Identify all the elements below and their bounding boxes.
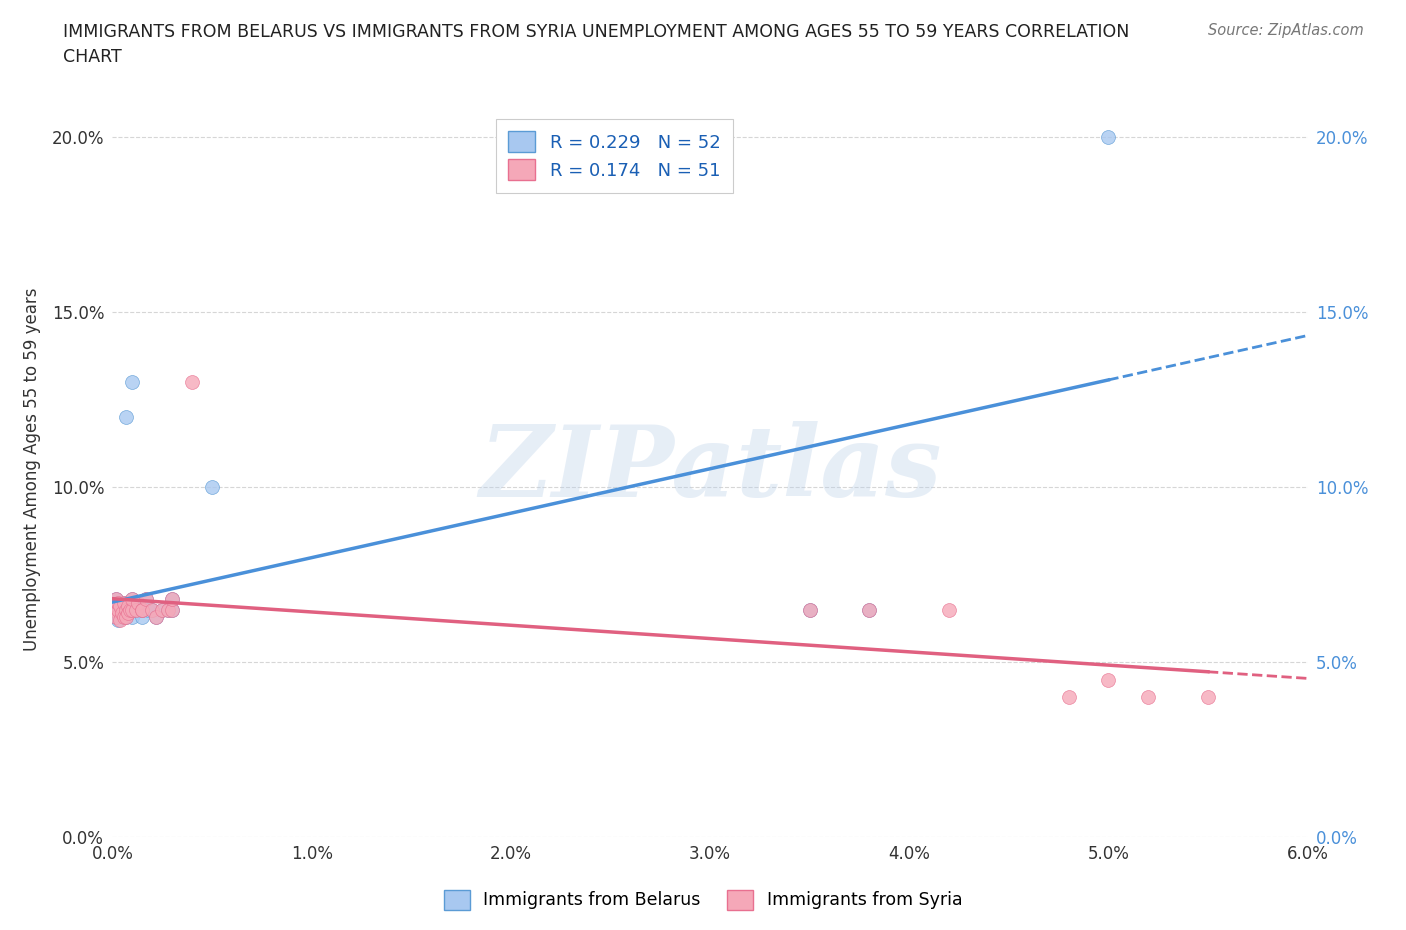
Point (131, 602, 153, 617)
Point (115, 602, 138, 617)
Point (121, 609, 143, 624)
Point (121, 591, 143, 606)
Text: IMMIGRANTS FROM BELARUS VS IMMIGRANTS FROM SYRIA UNEMPLOYMENT AMONG AGES 55 TO 5: IMMIGRANTS FROM BELARUS VS IMMIGRANTS FR… (63, 23, 1129, 41)
Point (135, 591, 157, 606)
Point (150, 602, 173, 617)
Point (125, 602, 148, 617)
Point (162, 602, 183, 617)
Point (105, 609, 128, 624)
Text: ZIPatlas: ZIPatlas (479, 421, 941, 518)
Point (115, 410, 138, 425)
Point (131, 609, 153, 624)
Point (799, 602, 821, 617)
Point (105, 609, 128, 624)
Point (117, 605, 139, 620)
Point (107, 602, 129, 617)
Point (162, 602, 183, 617)
Point (105, 591, 128, 606)
Point (105, 591, 128, 606)
Point (127, 595, 149, 610)
Point (111, 602, 134, 617)
Point (129, 602, 152, 617)
Point (150, 602, 173, 617)
Point (107, 595, 129, 610)
Point (110, 613, 132, 628)
Legend: R = 0.229   N = 52, R = 0.174   N = 51: R = 0.229 N = 52, R = 0.174 N = 51 (496, 119, 733, 193)
Point (131, 602, 153, 617)
Point (858, 602, 880, 617)
Point (117, 605, 139, 620)
Point (121, 602, 143, 617)
Point (111, 605, 134, 620)
Point (107, 595, 129, 610)
Point (115, 609, 138, 624)
Point (110, 599, 132, 614)
Point (117, 599, 139, 614)
Point (131, 602, 153, 617)
Point (115, 602, 138, 617)
Point (114, 609, 135, 624)
Point (162, 591, 183, 606)
Point (157, 602, 180, 617)
Point (114, 595, 135, 610)
Point (141, 602, 163, 617)
Point (110, 599, 132, 614)
Point (201, 480, 224, 495)
Point (121, 591, 143, 606)
Text: CHART: CHART (63, 48, 122, 66)
Point (125, 602, 148, 617)
Point (114, 609, 135, 624)
Point (138, 602, 160, 617)
Point (120, 602, 142, 617)
Point (135, 591, 157, 606)
Point (145, 609, 167, 624)
Point (103, 602, 125, 617)
Point (121, 602, 143, 617)
Point (157, 602, 180, 617)
Text: Source: ZipAtlas.com: Source: ZipAtlas.com (1208, 23, 1364, 38)
Point (938, 602, 960, 617)
Point (141, 602, 163, 617)
Point (117, 599, 139, 614)
Point (145, 609, 167, 624)
Point (107, 613, 129, 628)
Point (1057, 690, 1080, 705)
Point (107, 602, 129, 617)
Point (121, 375, 143, 390)
Point (120, 602, 142, 617)
Point (103, 602, 125, 617)
Point (1097, 672, 1119, 687)
Point (799, 602, 821, 617)
Point (110, 605, 132, 620)
Point (1197, 690, 1219, 705)
Point (858, 602, 880, 617)
Point (162, 591, 183, 606)
Point (181, 375, 204, 390)
Y-axis label: Unemployment Among Ages 55 to 59 years: Unemployment Among Ages 55 to 59 years (22, 288, 41, 651)
Legend: Immigrants from Belarus, Immigrants from Syria: Immigrants from Belarus, Immigrants from… (437, 883, 969, 917)
Point (1097, 130, 1119, 145)
Point (127, 595, 149, 610)
Point (114, 595, 135, 610)
Point (1137, 690, 1160, 705)
Point (115, 609, 138, 624)
